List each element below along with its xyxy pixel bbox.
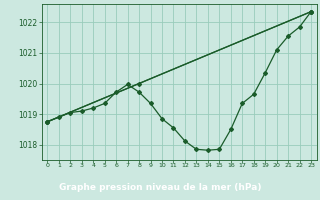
Text: Graphe pression niveau de la mer (hPa): Graphe pression niveau de la mer (hPa)	[59, 182, 261, 192]
